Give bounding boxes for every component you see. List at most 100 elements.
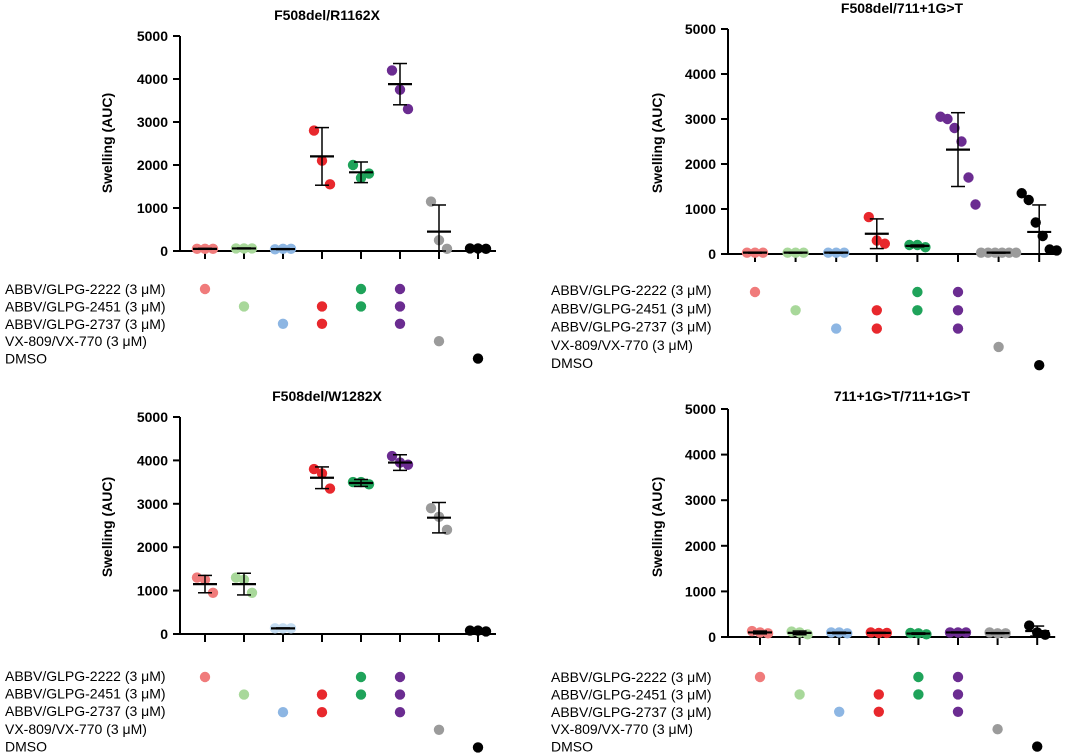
y-tick-label: 4000 [137,452,168,468]
y-tick-label: 2000 [137,157,168,173]
condition-dot [394,689,406,700]
condition-dot [993,341,1004,353]
data-point [363,168,375,179]
data-point [1010,247,1022,258]
y-tick-label: 4000 [137,71,168,87]
condition-dot [992,724,1003,735]
condition-dot [913,671,924,683]
data-point [402,103,414,115]
condition-dot [316,301,328,312]
data-point [1016,188,1027,199]
data-point [425,196,437,207]
y-tick-label: 4000 [685,66,716,82]
data-point [956,136,967,147]
y-tick-label: 1000 [685,583,716,599]
y-tick-label: 2000 [137,539,168,555]
condition-dot [871,305,882,316]
chart-title: F508del/711+1G>T [841,0,964,16]
data-point [863,211,874,223]
y-axis-label: Swelling (AUC) [99,477,115,577]
condition-dot [912,286,923,298]
data-point [942,113,953,125]
data-point [230,572,242,583]
condition-dot [238,689,250,700]
condition-label: ABBV/GLPG-2222 (3 μM) [551,282,712,298]
condition-dot [831,323,842,334]
condition-dot [394,318,406,329]
y-tick-label: 0 [160,243,168,259]
chart-panel-1: F508del/R1162X Swelling (AUC) 0 1000 2000 300… [5,7,496,367]
condition-dot [912,305,923,316]
data-point [363,479,375,490]
condition-label: DMSO [551,355,593,371]
y-axis-label: Swelling (AUC) [649,93,665,193]
y-tick-label: 3000 [685,111,716,127]
condition-label: ABBV/GLPG-2451 (3 μM) [551,686,712,702]
condition-dot [1032,741,1043,752]
data-point [425,502,437,514]
condition-dot [355,671,367,683]
condition-label: ABBV/GLPG-2222 (3 μM) [551,669,712,685]
condition-dot [472,353,484,364]
condition-dot [754,671,766,683]
data-point [402,459,414,470]
data-point [963,172,974,183]
data-point [1037,230,1048,242]
y-axis-label: Swelling (AUC) [649,477,665,577]
data-point [386,65,398,76]
condition-dot [472,742,484,753]
condition-dot [277,318,289,329]
condition-label: ABBV/GLPG-2737 (3 μM) [5,703,166,719]
condition-dot [238,301,250,312]
condition-label: ABBV/GLPG-2451 (3 μM) [5,686,166,702]
condition-label: DMSO [5,351,47,367]
condition-label: ABBV/GLPG-2451 (3 μM) [5,298,166,314]
data-point [1051,245,1062,256]
condition-dot [1034,360,1045,371]
y-tick-label: 0 [160,626,168,642]
condition-label: DMSO [551,739,593,755]
condition-dot [355,283,367,295]
y-tick-label: 3000 [137,114,168,130]
condition-dot [871,323,882,334]
chart-panel-4: 711+1G>T/711+1G>T Swelling (AUC) 0 1000 2000… [551,388,1056,755]
chart-panel-2: F508del/711+1G>T Swelling (AUC) 0 1000 2000 3… [551,0,1062,371]
condition-dot [316,689,328,700]
condition-dot [952,689,964,700]
condition-dot [355,301,367,312]
y-axis-label: Swelling (AUC) [99,93,115,193]
data-point [441,243,453,255]
condition-dot [873,689,884,700]
condition-label: DMSO [5,738,47,754]
condition-dot [394,301,406,312]
y-tick-label: 0 [708,246,716,262]
y-tick-label: 0 [708,629,716,645]
data-point [207,587,219,598]
data-point [386,450,398,462]
chart-title: F508del/W1282X [272,388,382,404]
chart-panel-3: F508del/W1282X Swelling (AUC) 0 1000 2000 300… [5,388,496,754]
condition-dot [394,707,406,718]
data-point [949,122,960,134]
y-tick-label: 5000 [137,409,168,425]
condition-label: VX-809/VX-770 (3 μM) [5,333,147,349]
condition-label: ABBV/GLPG-2737 (3 μM) [551,319,712,335]
condition-dot [790,305,801,316]
condition-dot [952,671,964,683]
y-tick-label: 2000 [685,156,716,172]
chart-title: F508del/R1162X [274,7,381,23]
condition-label: VX-809/VX-770 (3 μM) [551,337,693,353]
data-point [1030,217,1041,228]
condition-label: VX-809/VX-770 (3 μM) [551,721,693,737]
condition-dot [952,706,964,717]
data-point [324,179,336,190]
y-tick-label: 3000 [137,496,168,512]
condition-dot [277,707,289,718]
y-tick-label: 5000 [685,401,716,417]
condition-label: ABBV/GLPG-2737 (3 μM) [551,704,712,720]
condition-dot [199,283,211,295]
condition-dot [913,689,924,700]
condition-dot [433,724,445,735]
condition-dot [316,318,328,329]
